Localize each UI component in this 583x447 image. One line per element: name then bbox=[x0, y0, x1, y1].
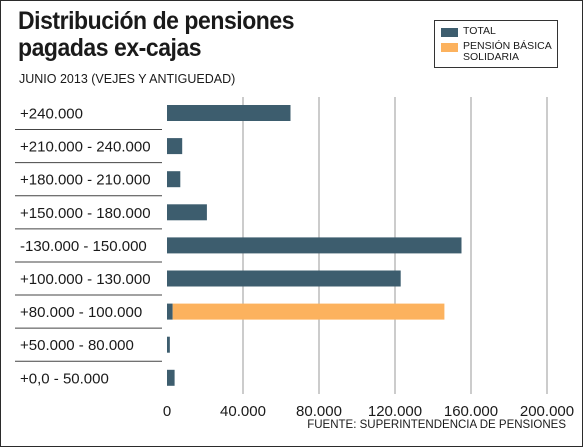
x-tick-label: 40.000 bbox=[220, 403, 266, 420]
bar-total bbox=[167, 138, 183, 155]
legend-label-total: TOTAL bbox=[463, 25, 496, 37]
x-tick-label: 160.000 bbox=[444, 403, 498, 420]
bar-total bbox=[167, 237, 462, 254]
chart-subtitle: JUNIO 2013 (VEJES Y ANTIGUEDAD) bbox=[19, 72, 236, 86]
source-note: FUENTE: SUPERINTENDENCIA DE PENSIONES bbox=[307, 419, 566, 431]
bar-total bbox=[167, 369, 175, 386]
category-label: +100.000 - 130.000 bbox=[20, 271, 151, 288]
category-label: +150.000 - 180.000 bbox=[20, 205, 151, 222]
category-label: +180.000 - 210.000 bbox=[20, 172, 151, 189]
bar-total bbox=[167, 303, 173, 320]
bar-total bbox=[167, 204, 207, 221]
x-tick-label: 200.000 bbox=[520, 403, 574, 420]
chart-title: Distribución de pensiones pagadas ex-caj… bbox=[18, 7, 295, 62]
legend-swatch-pbs bbox=[441, 43, 458, 52]
category-label: +210.000 - 240.000 bbox=[20, 139, 151, 156]
bar-total bbox=[167, 270, 401, 287]
legend-label-pbs: PENSIÓN BÁSICA SOLIDARIA bbox=[463, 40, 552, 63]
legend-swatch-total bbox=[441, 28, 458, 37]
legend-item-pbs: PENSIÓN BÁSICA SOLIDARIA bbox=[441, 41, 553, 63]
chart-title-line-2: pagadas ex-cajas bbox=[18, 34, 202, 62]
category-label: +50.000 - 80.000 bbox=[20, 337, 134, 354]
bar-pbs bbox=[172, 303, 445, 320]
legend-item-total: TOTAL bbox=[441, 26, 553, 37]
chart-title-line-1: Distribución de pensiones bbox=[18, 7, 295, 35]
x-tick-label: 0 bbox=[163, 403, 171, 420]
category-label: +80.000 - 100.000 bbox=[20, 304, 142, 321]
legend: TOTAL PENSIÓN BÁSICA SOLIDARIA bbox=[434, 20, 558, 68]
x-tick-label: 120.000 bbox=[368, 403, 422, 420]
category-label: -130.000 - 150.000 bbox=[20, 238, 147, 255]
x-tick-label: 80.000 bbox=[296, 403, 342, 420]
bar-total bbox=[167, 105, 291, 121]
bar-total bbox=[167, 336, 170, 353]
category-label: +0,0 - 50.000 bbox=[20, 370, 109, 387]
bar-total bbox=[167, 171, 181, 188]
category-label: +240.000 bbox=[20, 106, 83, 123]
